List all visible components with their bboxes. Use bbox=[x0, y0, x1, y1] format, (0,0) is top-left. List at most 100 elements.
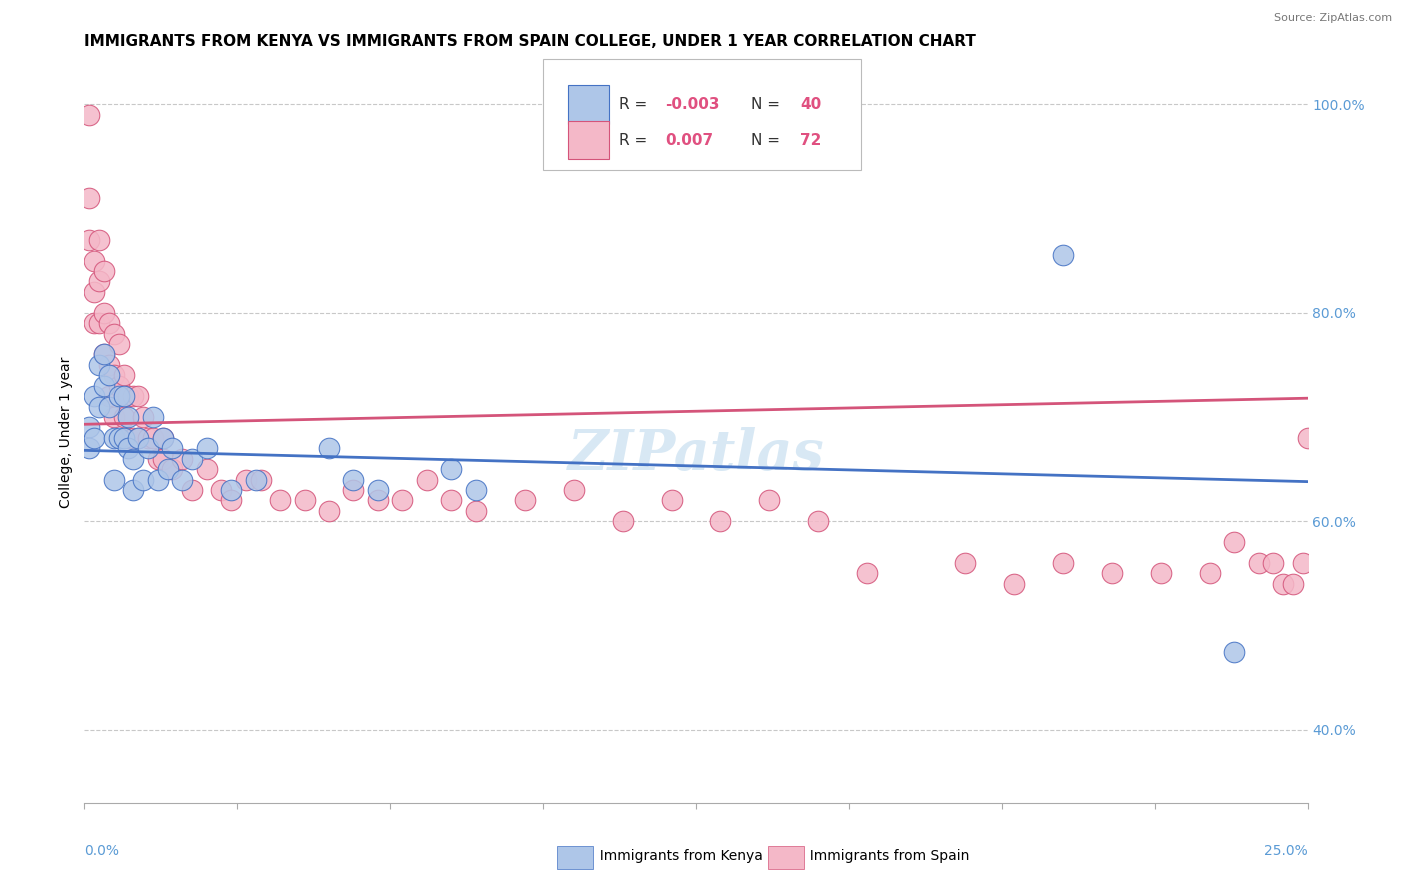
Point bbox=[195, 462, 218, 476]
Text: N =: N = bbox=[751, 133, 785, 148]
Text: -0.003: -0.003 bbox=[665, 97, 720, 112]
Point bbox=[562, 483, 585, 497]
Point bbox=[93, 347, 115, 361]
Point bbox=[152, 431, 174, 445]
Point bbox=[152, 451, 174, 466]
Text: Immigrants from Kenya: Immigrants from Kenya bbox=[591, 849, 762, 863]
Point bbox=[219, 483, 242, 497]
Point bbox=[172, 473, 194, 487]
Point bbox=[132, 473, 155, 487]
Point bbox=[97, 400, 120, 414]
Point bbox=[112, 431, 135, 445]
Text: 0.007: 0.007 bbox=[665, 133, 713, 148]
Point bbox=[181, 451, 204, 466]
Point bbox=[77, 420, 100, 434]
Point bbox=[391, 493, 413, 508]
Point bbox=[416, 473, 439, 487]
Text: 0.0%: 0.0% bbox=[84, 844, 120, 857]
Point bbox=[1101, 566, 1123, 581]
Point bbox=[127, 431, 149, 445]
Point bbox=[112, 389, 135, 403]
Point bbox=[93, 306, 115, 320]
Point bbox=[1002, 577, 1025, 591]
Point bbox=[249, 473, 271, 487]
Point bbox=[318, 442, 340, 456]
Point bbox=[87, 400, 110, 414]
Point bbox=[1052, 556, 1074, 570]
Point bbox=[1150, 566, 1173, 581]
Text: 40: 40 bbox=[800, 97, 821, 112]
Point bbox=[342, 473, 364, 487]
Point bbox=[83, 285, 105, 299]
Point bbox=[1282, 577, 1305, 591]
Point bbox=[132, 409, 155, 424]
Point bbox=[1198, 566, 1220, 581]
Point bbox=[156, 462, 179, 476]
Point bbox=[77, 233, 100, 247]
Point bbox=[87, 233, 110, 247]
Point bbox=[758, 493, 780, 508]
Point bbox=[97, 316, 120, 330]
Point bbox=[1296, 431, 1319, 445]
Point bbox=[122, 389, 145, 403]
Text: R =: R = bbox=[619, 133, 652, 148]
Point bbox=[93, 264, 115, 278]
Point bbox=[97, 358, 120, 372]
Point bbox=[77, 442, 100, 456]
Point bbox=[103, 326, 125, 341]
Point bbox=[209, 483, 232, 497]
Point bbox=[83, 431, 105, 445]
Point bbox=[142, 431, 165, 445]
Point bbox=[107, 378, 129, 392]
Point bbox=[1263, 556, 1285, 570]
Point bbox=[440, 493, 463, 508]
Text: Immigrants from Spain: Immigrants from Spain bbox=[801, 849, 970, 863]
Point bbox=[245, 473, 267, 487]
Point bbox=[464, 483, 486, 497]
Point bbox=[93, 347, 115, 361]
Point bbox=[513, 493, 536, 508]
Point bbox=[107, 389, 129, 403]
Text: R =: R = bbox=[619, 97, 652, 112]
Point bbox=[136, 442, 159, 456]
Point bbox=[612, 514, 634, 528]
Point bbox=[146, 451, 169, 466]
Point bbox=[953, 556, 976, 570]
Point bbox=[112, 368, 135, 383]
Point bbox=[146, 473, 169, 487]
Point bbox=[117, 389, 139, 403]
Point bbox=[112, 409, 135, 424]
Point bbox=[294, 493, 316, 508]
Point bbox=[103, 368, 125, 383]
Point bbox=[235, 473, 257, 487]
Point bbox=[127, 389, 149, 403]
Point bbox=[1272, 577, 1295, 591]
Text: 25.0%: 25.0% bbox=[1264, 844, 1308, 857]
FancyBboxPatch shape bbox=[543, 59, 860, 169]
Point bbox=[162, 462, 184, 476]
Point bbox=[77, 191, 100, 205]
Point bbox=[195, 442, 218, 456]
Text: ZIPatlas: ZIPatlas bbox=[568, 427, 824, 483]
Point bbox=[127, 431, 149, 445]
Point bbox=[318, 504, 340, 518]
Point bbox=[117, 409, 139, 424]
Point bbox=[83, 316, 105, 330]
FancyBboxPatch shape bbox=[568, 121, 609, 160]
Y-axis label: College, Under 1 year: College, Under 1 year bbox=[59, 357, 73, 508]
Point bbox=[709, 514, 731, 528]
Point bbox=[172, 451, 194, 466]
Point bbox=[122, 483, 145, 497]
Point bbox=[107, 337, 129, 351]
Point bbox=[464, 504, 486, 518]
Text: Source: ZipAtlas.com: Source: ZipAtlas.com bbox=[1274, 13, 1392, 23]
Point bbox=[1223, 644, 1246, 658]
Point bbox=[367, 493, 389, 508]
Point bbox=[807, 514, 830, 528]
Point bbox=[83, 389, 105, 403]
Point bbox=[1247, 556, 1270, 570]
Point bbox=[117, 431, 139, 445]
Point bbox=[856, 566, 879, 581]
Point bbox=[117, 442, 139, 456]
Point bbox=[181, 483, 204, 497]
